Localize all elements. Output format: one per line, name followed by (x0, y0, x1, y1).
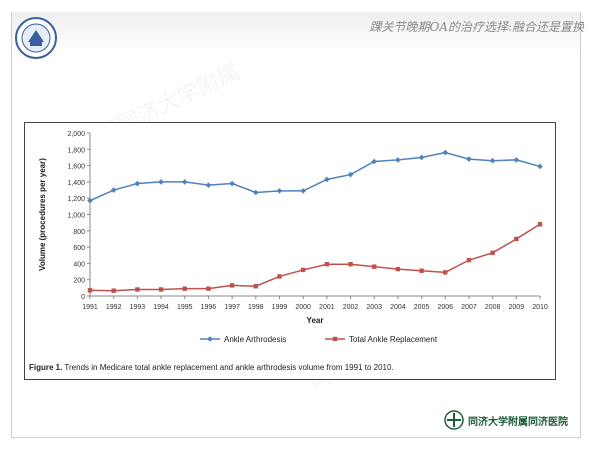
series-line (89, 223, 541, 292)
data-point (252, 189, 259, 196)
data-point (324, 262, 330, 267)
x-tick-label: 2000 (295, 304, 311, 311)
x-tick-label: 2005 (414, 304, 430, 311)
x-tick-label: 2009 (509, 304, 525, 311)
data-point (276, 188, 283, 194)
data-point (514, 236, 519, 242)
data-point (443, 270, 448, 275)
footer-logo: 同济大学附属同济医院 (444, 410, 568, 430)
x-tick-label: 1991 (82, 304, 98, 311)
data-point (442, 149, 449, 156)
header-band (12, 12, 580, 52)
data-point (87, 288, 93, 293)
x-tick-label: 1997 (224, 304, 240, 311)
y-tick-label: 1,600 (67, 164, 85, 171)
y-tick-label: 2,000 (67, 131, 85, 138)
data-point (419, 268, 424, 273)
y-tick-label: 800 (73, 229, 85, 236)
legend-label: Ankle Arthrodesis (224, 335, 286, 344)
data-point (395, 266, 401, 272)
y-tick-label: 1,200 (67, 196, 85, 203)
x-tick-label: 1999 (272, 304, 288, 311)
legend-marker (207, 336, 213, 342)
data-point (158, 179, 164, 185)
x-tick-label: 2003 (366, 304, 382, 311)
data-point (205, 182, 212, 188)
data-point (206, 286, 211, 291)
data-point (371, 158, 378, 165)
y-tick-label: 1,000 (67, 213, 85, 220)
data-point (110, 187, 117, 193)
y-tick-label: 200 (73, 278, 85, 285)
data-point (229, 283, 235, 288)
x-tick-label: 1996 (201, 304, 217, 311)
x-tick-label: 2007 (461, 304, 477, 311)
data-point (324, 176, 330, 183)
data-point (537, 163, 543, 170)
y-tick-label: 400 (73, 261, 85, 268)
figure-caption-text: Trends in Medicare total ankle replaceme… (64, 363, 394, 372)
data-point (229, 180, 235, 187)
x-tick-label: 2001 (319, 304, 335, 311)
legend-label: Total Ankle Replacement (349, 335, 438, 344)
data-point (158, 287, 164, 292)
legend-marker (332, 336, 338, 342)
x-tick-label: 2006 (437, 304, 453, 311)
figure-caption-label: Figure 1. (29, 363, 63, 372)
data-point (395, 157, 401, 163)
hospital-name: 同济大学附属同济医院 (468, 416, 568, 428)
data-point (111, 288, 116, 293)
x-tick-label: 2002 (343, 304, 359, 311)
data-point (537, 222, 543, 227)
data-point (418, 154, 425, 161)
data-point (490, 250, 495, 256)
y-tick-label: 1,800 (67, 147, 85, 154)
y-tick-label: 1,400 (67, 180, 85, 187)
data-point (348, 262, 353, 267)
data-point (300, 188, 306, 194)
x-tick-label: 2010 (532, 304, 548, 311)
x-tick-label: 2004 (390, 304, 406, 311)
data-point (489, 157, 496, 164)
data-point (347, 171, 354, 178)
x-axis-title: Year (307, 316, 324, 325)
data-point (253, 284, 258, 289)
university-logo (15, 17, 57, 59)
line-chart: 0 200 400 600 800 1,000 1,200 1,400 1,600 1,800 2,… (38, 131, 548, 344)
y-tick-label: 600 (73, 245, 85, 252)
data-point (513, 157, 520, 163)
data-point (181, 179, 188, 185)
figure-panel: 0 200 400 600 800 1,000 1,200 1,400 1,600 1,800 2,… (24, 122, 556, 380)
x-tick-label: 1994 (153, 304, 169, 311)
series-line (89, 151, 541, 202)
x-tick-label: 1995 (177, 304, 193, 311)
data-point (277, 274, 282, 279)
data-point (182, 286, 187, 291)
figure-caption: Figure 1. Trends in Medicare total ankle… (29, 363, 394, 372)
x-tick-label: 1998 (248, 304, 264, 311)
data-point (466, 156, 472, 162)
slide-title: 踝关节晚期OA的治疗选择:融合还是置换 (369, 20, 584, 34)
x-tick-label: 1993 (130, 304, 146, 311)
data-point (300, 267, 306, 273)
y-tick-label: 0 (81, 294, 85, 301)
x-tick-label: 2008 (485, 304, 501, 311)
data-point (134, 180, 141, 187)
x-tick-label: 1992 (106, 304, 122, 311)
data-point (135, 287, 140, 292)
hospital-emblem-icon (444, 410, 464, 430)
y-axis-title: Volume (procedures per year) (38, 158, 47, 271)
data-point (466, 257, 472, 263)
data-point (372, 264, 377, 269)
